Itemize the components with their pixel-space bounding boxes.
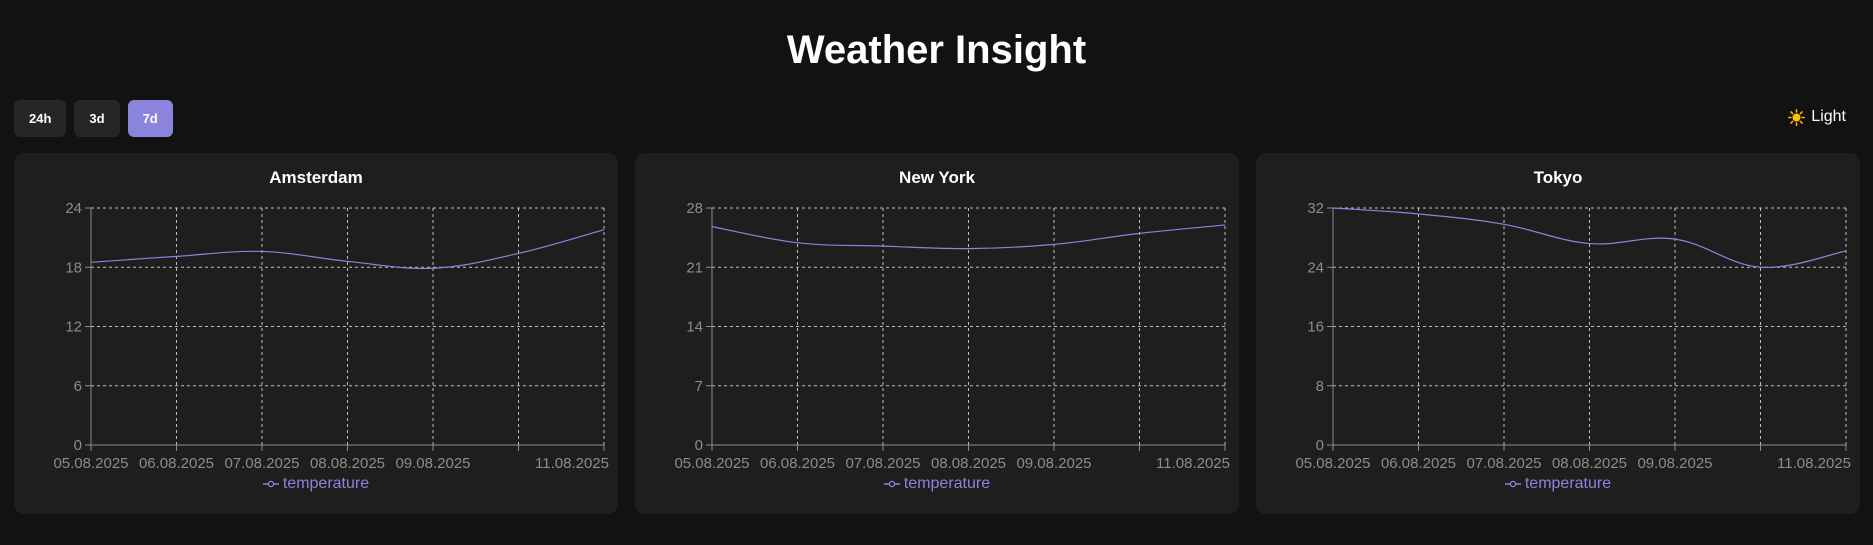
x-tick-label: 11.08.2025	[1777, 455, 1851, 472]
y-tick-label: 28	[686, 200, 703, 217]
data-point[interactable]	[1757, 263, 1765, 271]
data-point[interactable]	[173, 252, 181, 260]
x-tick-label: 09.08.2025	[1637, 455, 1712, 472]
y-tick-label: 21	[686, 259, 703, 276]
x-tick-label: 11.08.2025	[535, 455, 609, 472]
x-tick-label: 06.08.2025	[139, 455, 214, 472]
range-button-3d[interactable]: 3d	[74, 100, 120, 137]
x-tick-label: 06.08.2025	[760, 455, 835, 472]
chart-legend[interactable]: temperature	[635, 475, 1239, 493]
data-point[interactable]	[1136, 229, 1144, 237]
x-tick-label: 08.08.2025	[931, 455, 1006, 472]
data-point[interactable]	[87, 258, 95, 266]
data-point[interactable]	[708, 223, 716, 231]
y-tick-label: 0	[695, 437, 703, 454]
data-point[interactable]	[879, 242, 887, 250]
chart-card-new-york: New York 0 7 14 21 28 05.08.2025 06.08.2025 07.…	[635, 153, 1239, 514]
chart-card-tokyo: Tokyo 0 8 16 24 32 05.08.2025 06.08.2025 07.08.…	[1256, 153, 1860, 514]
y-tick-label: 16	[1307, 319, 1324, 336]
data-point[interactable]	[1842, 247, 1850, 255]
y-tick-label: 7	[695, 378, 703, 395]
chart-cards: Amsterdam 0 6 12 18 24 05.08.2025 06.08.2025 07…	[14, 153, 1860, 514]
x-tick-label: 08.08.2025	[1552, 455, 1627, 472]
range-toolbar: 24h 3d 7d	[14, 100, 173, 137]
y-tick-label: 8	[1316, 378, 1324, 395]
series-line-temperature[interactable]	[711, 224, 1226, 250]
data-point[interactable]	[1586, 240, 1594, 248]
data-point[interactable]	[1671, 235, 1679, 243]
data-point[interactable]	[429, 264, 437, 272]
legend-label: temperature	[903, 475, 991, 492]
y-tick-label: 24	[1307, 259, 1324, 276]
data-point[interactable]	[258, 247, 266, 255]
data-point[interactable]	[965, 245, 973, 253]
y-tick-label: 14	[686, 319, 703, 336]
y-tick-label: 0	[74, 437, 82, 454]
data-point[interactable]	[515, 249, 523, 257]
data-point[interactable]	[344, 257, 352, 265]
range-button-7d[interactable]: 7d	[127, 100, 173, 137]
x-tick-label: 09.08.2025	[395, 455, 470, 472]
legend-line-icon	[883, 480, 900, 488]
x-tick-label: 05.08.2025	[1295, 455, 1370, 472]
data-point[interactable]	[600, 226, 608, 234]
y-tick-label: 18	[65, 259, 82, 276]
data-point[interactable]	[1329, 204, 1337, 212]
x-tick-label: 07.08.2025	[845, 455, 920, 472]
legend-label: temperature	[282, 475, 370, 492]
chart-card-amsterdam: Amsterdam 0 6 12 18 24 05.08.2025 06.08.2025 07…	[14, 153, 618, 514]
legend-line-icon	[1504, 480, 1521, 488]
x-tick-label: 06.08.2025	[1381, 455, 1456, 472]
y-tick-label: 24	[65, 200, 82, 217]
data-point[interactable]	[1050, 240, 1058, 248]
data-point[interactable]	[1221, 221, 1229, 229]
theme-toggle[interactable]: Light	[1788, 108, 1846, 126]
chart-title: Tokyo	[1533, 168, 1583, 187]
page-title: Weather Insight	[786, 28, 1087, 72]
x-tick-label: 11.08.2025	[1156, 455, 1230, 472]
chart-legend[interactable]: temperature	[14, 475, 618, 493]
series-line-temperature[interactable]	[90, 229, 605, 270]
series-line-temperature[interactable]	[1332, 207, 1847, 268]
legend-line-icon	[262, 480, 279, 488]
x-tick-label: 05.08.2025	[674, 455, 749, 472]
range-button-24h[interactable]: 24h	[14, 100, 67, 137]
x-tick-label: 07.08.2025	[1466, 455, 1541, 472]
x-tick-label: 07.08.2025	[224, 455, 299, 472]
chart-new-york: 0 7 14 21 28 05.08.2025 06.08.2025 07.08.2025 08…	[674, 200, 1230, 472]
chart-title: New York	[899, 168, 975, 187]
data-point[interactable]	[794, 239, 802, 247]
y-tick-label: 6	[74, 378, 82, 395]
data-point[interactable]	[1500, 220, 1508, 228]
x-tick-label: 09.08.2025	[1016, 455, 1091, 472]
y-tick-label: 0	[1316, 437, 1324, 454]
y-tick-label: 12	[65, 319, 82, 336]
x-tick-label: 08.08.2025	[310, 455, 385, 472]
theme-toggle-label: Light	[1811, 108, 1846, 125]
chart-tokyo: 0 8 16 24 32 05.08.2025 06.08.2025 07.08.2025 08…	[1295, 200, 1851, 472]
x-tick-label: 05.08.2025	[53, 455, 128, 472]
y-tick-label: 32	[1307, 200, 1324, 217]
chart-legend[interactable]: temperature	[1256, 475, 1860, 493]
chart-amsterdam: 0 6 12 18 24 05.08.2025 06.08.2025 07.08.2025 08…	[53, 200, 609, 472]
data-point[interactable]	[1415, 210, 1423, 218]
chart-title: Amsterdam	[269, 168, 363, 187]
legend-label: temperature	[1524, 475, 1612, 492]
sun-icon	[1788, 108, 1806, 126]
